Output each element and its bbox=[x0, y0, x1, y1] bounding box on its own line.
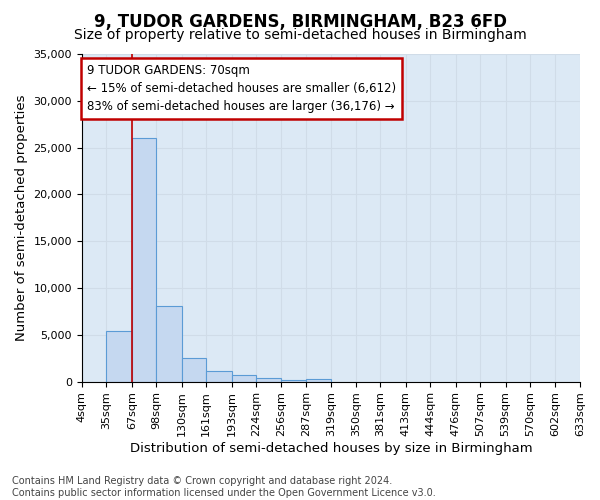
Bar bbox=[281, 380, 306, 382]
Bar bbox=[206, 372, 232, 382]
Text: Size of property relative to semi-detached houses in Birmingham: Size of property relative to semi-detach… bbox=[74, 28, 526, 42]
Text: 9 TUDOR GARDENS: 70sqm
← 15% of semi-detached houses are smaller (6,612)
83% of : 9 TUDOR GARDENS: 70sqm ← 15% of semi-det… bbox=[87, 64, 396, 113]
Bar bbox=[306, 379, 331, 382]
Bar bbox=[106, 331, 132, 382]
Bar bbox=[182, 358, 206, 382]
Bar bbox=[232, 375, 256, 382]
Bar bbox=[256, 378, 281, 382]
Bar bbox=[157, 306, 182, 382]
Text: Contains HM Land Registry data © Crown copyright and database right 2024.
Contai: Contains HM Land Registry data © Crown c… bbox=[12, 476, 436, 498]
X-axis label: Distribution of semi-detached houses by size in Birmingham: Distribution of semi-detached houses by … bbox=[130, 442, 532, 455]
Text: 9, TUDOR GARDENS, BIRMINGHAM, B23 6FD: 9, TUDOR GARDENS, BIRMINGHAM, B23 6FD bbox=[94, 12, 506, 30]
Y-axis label: Number of semi-detached properties: Number of semi-detached properties bbox=[15, 94, 28, 341]
Bar bbox=[132, 138, 157, 382]
